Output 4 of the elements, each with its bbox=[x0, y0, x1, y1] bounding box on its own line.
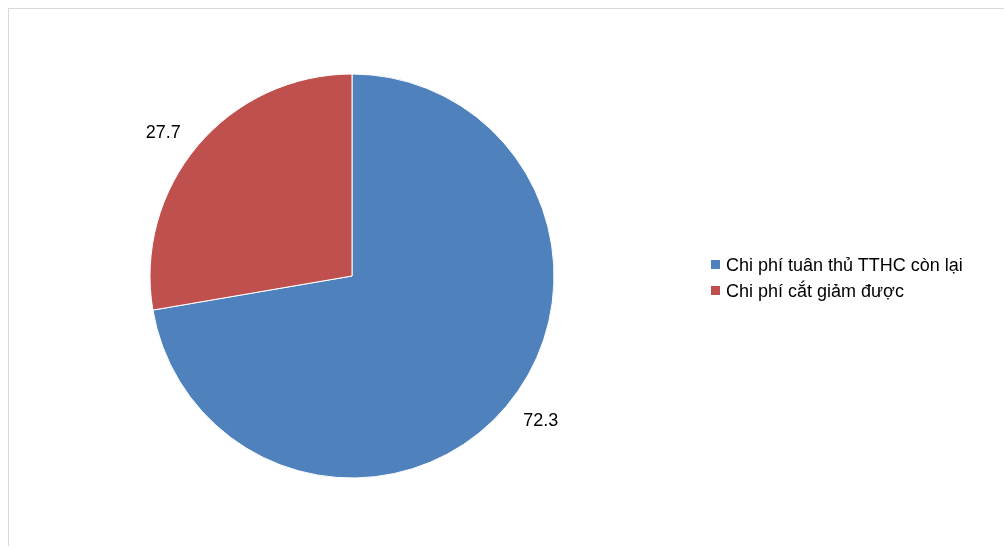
data-label: 27.7 bbox=[145, 121, 181, 142]
data-label: 72.3 bbox=[523, 410, 559, 431]
legend-label: Chi phí cắt giảm được bbox=[726, 279, 904, 301]
legend-label: Chi phí tuân thủ TTHC còn lại bbox=[726, 254, 963, 275]
